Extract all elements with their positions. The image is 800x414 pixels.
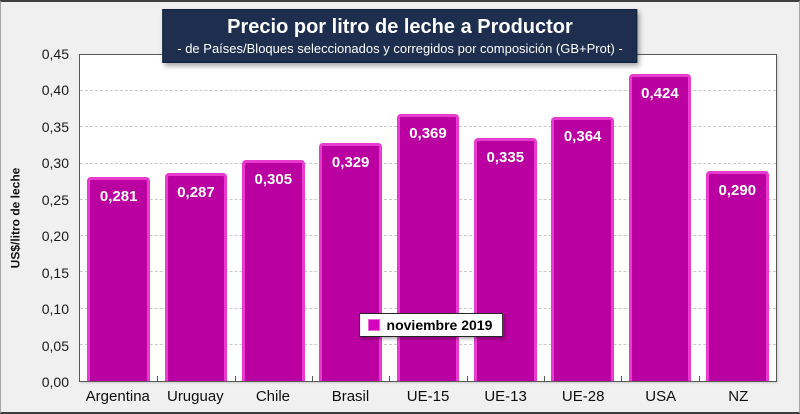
- y-tick-label: 0,00: [41, 374, 69, 390]
- x-category-label: UE-13: [484, 388, 527, 405]
- bar-value-label: 0,364: [563, 128, 602, 146]
- x-tick: [312, 376, 313, 381]
- chart-title-box: Precio por litro de leche a Productor - …: [162, 9, 638, 63]
- x-category-label: Brasil: [331, 388, 370, 405]
- x-axis-category-labels: Argentina Uruguay Chile Brasil UE-15 UE-13 UE-…: [79, 388, 777, 405]
- legend-marker-swatch: [368, 319, 381, 331]
- bar-nz: 0,290: [705, 170, 769, 381]
- bar-value-label: 0,424: [641, 84, 679, 102]
- x-category-label: NZ: [728, 388, 749, 405]
- bar-slot-nz: 0,290: [699, 55, 776, 381]
- bar-uruguay: 0,287: [164, 173, 228, 381]
- x-tick: [544, 376, 545, 381]
- x-tick: [234, 376, 236, 381]
- y-tick-label: 0,25: [41, 191, 69, 208]
- bar-slot-uruguay: 0,287: [157, 55, 234, 381]
- y-tick-label: 0,45: [41, 46, 69, 62]
- x-category-label: Argentina: [85, 388, 150, 405]
- bar-argentina: 0,281: [87, 177, 150, 381]
- bar-chile: 0,305: [242, 160, 305, 381]
- bar-value-label: 0,281: [99, 188, 138, 206]
- y-tick-label: 0,30: [41, 155, 69, 172]
- bar-slot-brasil: 0,329: [312, 55, 389, 381]
- x-tick: [621, 376, 623, 381]
- x-tick: [389, 376, 391, 381]
- bar-ue-28: 0,364: [551, 117, 614, 381]
- y-tick-label: 0,10: [41, 301, 69, 318]
- bar-value-label: 0,305: [254, 171, 293, 189]
- legend-label: noviembre 2019: [386, 317, 493, 333]
- bar-slot-argentina: 0,281: [80, 55, 157, 381]
- bar-slot-usa: 0,424: [621, 55, 698, 381]
- bar-ue-15: 0,369: [396, 113, 460, 381]
- gridline: [80, 90, 776, 92]
- x-category-label: USA: [645, 388, 677, 405]
- y-tick-label: 0,20: [41, 228, 69, 245]
- y-tick-label: 0,35: [41, 118, 69, 135]
- bar-value-label: 0,369: [409, 124, 447, 142]
- bar-value-label: 0,287: [177, 184, 215, 202]
- y-tick-label: 0,15: [41, 264, 69, 281]
- x-category-label: Chile: [255, 388, 290, 405]
- y-tick-label: 0,40: [41, 82, 69, 99]
- bar-series: 0,281 0,287 0,305 0,329 0,369 0,335 0,364 0,424…: [80, 55, 776, 381]
- chart-subtitle: - de Países/Bloques seleccionados y corr…: [177, 41, 623, 56]
- bar-brasil: 0,329: [319, 142, 382, 381]
- bar-value-label: 0,329: [331, 153, 370, 171]
- bar-value-label: 0,290: [718, 181, 757, 199]
- bar-slot-ue-28: 0,364: [544, 55, 621, 381]
- x-tick: [466, 376, 468, 381]
- bar-slot-chile: 0,305: [235, 55, 312, 381]
- x-category-label: UE-15: [406, 388, 450, 405]
- bar-value-label: 0,335: [486, 149, 525, 167]
- plot-area: 0,281 0,287 0,305 0,329 0,369 0,335 0,364 0,424…: [79, 54, 777, 382]
- y-tick-label: 0,05: [41, 337, 69, 354]
- chart-title: Precio por litro de leche a Productor: [227, 16, 573, 38]
- bar-ue-13: 0,335: [473, 138, 537, 381]
- legend: noviembre 2019: [359, 313, 504, 337]
- bar-slot-ue-13: 0,335: [467, 55, 544, 381]
- bar-usa: 0,424: [628, 73, 692, 381]
- x-category-label: UE-28: [561, 388, 605, 405]
- y-axis-tick-labels: 0,00 0,05 0,10 0,15 0,20 0,25 0,30 0,35 0,40 0,45: [1, 47, 79, 389]
- x-tick: [698, 376, 700, 381]
- x-category-label: Uruguay: [166, 388, 224, 405]
- x-tick: [157, 376, 159, 381]
